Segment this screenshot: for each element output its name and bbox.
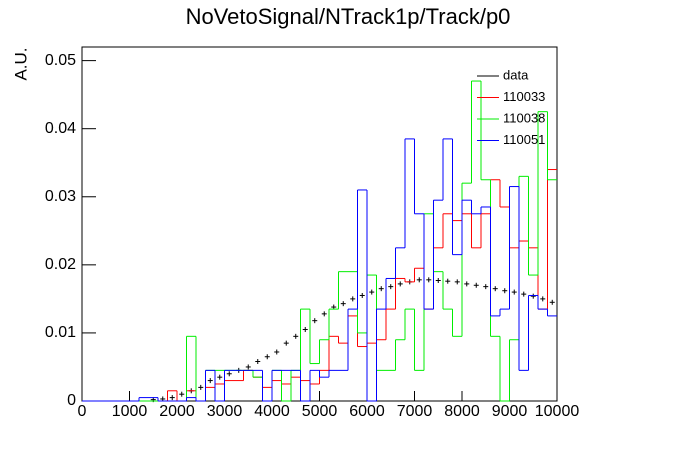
x-tick-label: 8000 bbox=[444, 403, 480, 420]
legend-label: 110038 bbox=[503, 110, 545, 125]
chart-title: NoVetoSignal/NTrack1p/Track/p0 bbox=[186, 4, 511, 29]
y-tick-label: 0 bbox=[67, 392, 76, 409]
x-tick-label: 1000 bbox=[112, 403, 148, 420]
legend-label: 110033 bbox=[503, 89, 545, 104]
x-tick-label: 4000 bbox=[254, 403, 290, 420]
legend-label: 110051 bbox=[503, 132, 545, 147]
y-tick-label: 0.04 bbox=[45, 120, 76, 137]
y-tick-label: 0.05 bbox=[45, 52, 76, 69]
x-tick-label: 7000 bbox=[397, 403, 433, 420]
y-tick-label: 0.02 bbox=[45, 256, 76, 273]
x-tick-label: 5000 bbox=[302, 403, 338, 420]
x-tick-label: 6000 bbox=[349, 403, 385, 420]
x-tick-label: 9000 bbox=[492, 403, 528, 420]
y-tick-label: 0.01 bbox=[45, 324, 76, 341]
x-tick-label: 0 bbox=[78, 403, 87, 420]
x-tick-label: 10000 bbox=[535, 403, 580, 420]
x-tick-label: 2000 bbox=[159, 403, 195, 420]
legend-label: data bbox=[503, 67, 529, 82]
y-axis-label: A.U. bbox=[11, 47, 30, 80]
y-tick-label: 0.03 bbox=[45, 188, 76, 205]
x-tick-label: 3000 bbox=[207, 403, 243, 420]
